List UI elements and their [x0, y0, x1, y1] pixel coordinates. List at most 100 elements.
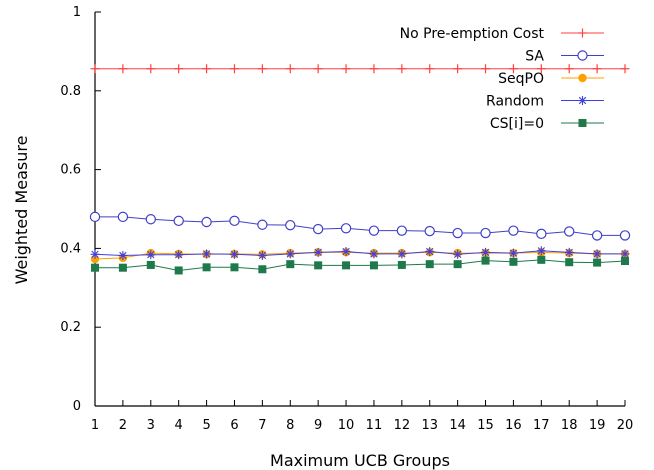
series-1 [89, 211, 631, 241]
y-axis-title: Weighted Measure [12, 136, 31, 285]
x-tick-label: 10 [338, 418, 355, 433]
data-point [425, 64, 435, 74]
data-point [508, 248, 518, 258]
data-point [619, 230, 631, 241]
series-4 [91, 255, 629, 275]
legend-item: Random [486, 94, 604, 110]
axes: 00.20.40.60.811 2 3 4 5 6 7 8 9 10 11 12 13 14 15 16 17 1… [60, 5, 633, 433]
data-point [229, 249, 239, 259]
data-point [202, 64, 212, 74]
data-point [257, 250, 267, 260]
data-point [564, 64, 574, 74]
data-point [592, 64, 602, 74]
data-point [286, 260, 295, 269]
legend-marker [578, 28, 587, 38]
x-tick-label: 8 [286, 418, 294, 433]
data-point [591, 230, 603, 241]
data-point [257, 64, 267, 74]
data-point [536, 246, 546, 256]
x-tick-label: 15 [477, 418, 494, 433]
y-tick-label: 0.6 [60, 163, 81, 178]
x-tick-label: 11 [366, 418, 383, 433]
data-point [202, 263, 211, 272]
data-point [397, 249, 407, 259]
data-point [91, 263, 99, 272]
data-point [146, 64, 156, 74]
data-point [480, 227, 491, 239]
data-point [258, 265, 267, 274]
data-point [285, 219, 296, 231]
legend-marker [578, 96, 587, 105]
data-point [564, 226, 575, 237]
data-point [313, 64, 323, 74]
data-point [146, 260, 155, 269]
data-point [229, 215, 240, 227]
x-tick-label: 7 [258, 418, 266, 433]
series-line [95, 259, 626, 271]
x-tick-label: 3 [147, 418, 155, 433]
legend-item: CS[i]=0 [490, 116, 604, 132]
data-point [453, 249, 463, 259]
data-point [397, 64, 407, 74]
data-point [313, 247, 323, 257]
x-tick-label: 17 [533, 418, 550, 433]
x-tick-label: 4 [175, 418, 183, 433]
legend-marker [578, 119, 587, 127]
x-tick-label: 16 [505, 418, 522, 433]
data-point [314, 261, 323, 270]
data-point [368, 225, 380, 236]
data-point [537, 255, 546, 264]
data-point [230, 263, 239, 272]
x-axis-title: Maximum UCB Groups [270, 451, 450, 470]
data-point [508, 64, 518, 74]
legend-label: No Pre-emption Cost [400, 26, 545, 42]
legend-item: SeqPO [498, 71, 604, 87]
x-tick-label: 12 [394, 418, 411, 433]
data-point [424, 225, 435, 237]
data-point [425, 260, 434, 269]
data-point [117, 211, 129, 223]
data-point [564, 247, 574, 257]
series-3 [90, 246, 630, 260]
y-tick-label: 0.2 [60, 320, 81, 335]
data-point [593, 258, 602, 267]
x-tick-label: 5 [202, 418, 210, 433]
data-point [257, 219, 268, 230]
legend-marker [578, 73, 587, 83]
data-point [201, 216, 212, 228]
data-point [536, 64, 546, 74]
data-point [145, 214, 156, 225]
data-point [118, 263, 127, 272]
data-point [536, 228, 547, 240]
data-point [369, 249, 379, 259]
y-tick-label: 0 [73, 399, 81, 414]
data-point [453, 64, 463, 74]
data-point [90, 249, 100, 259]
data-point [481, 247, 491, 257]
series-0 [90, 64, 630, 74]
data-point [229, 64, 239, 74]
data-point [118, 250, 128, 260]
data-point [89, 211, 101, 223]
legend: No Pre-emption Cost SA SeqPO Random CS[i]=0 [400, 26, 604, 132]
data-point [621, 257, 629, 266]
legend-label: SA [525, 49, 544, 65]
y-tick-label: 1 [73, 5, 81, 20]
data-point [592, 249, 602, 259]
data-point [90, 64, 100, 74]
data-point [146, 250, 156, 260]
x-tick-label: 14 [449, 418, 466, 433]
data-point [509, 257, 518, 266]
data-point [565, 258, 574, 267]
data-point [620, 64, 630, 74]
data-point [481, 256, 490, 265]
data-point [285, 64, 295, 74]
data-point [173, 215, 184, 227]
x-tick-label: 19 [589, 418, 606, 433]
x-tick-label: 6 [230, 418, 238, 433]
x-tick-label: 13 [421, 418, 438, 433]
data-point [396, 225, 408, 236]
plot-area [89, 64, 631, 275]
data-point [202, 249, 212, 259]
data-point [620, 249, 630, 259]
